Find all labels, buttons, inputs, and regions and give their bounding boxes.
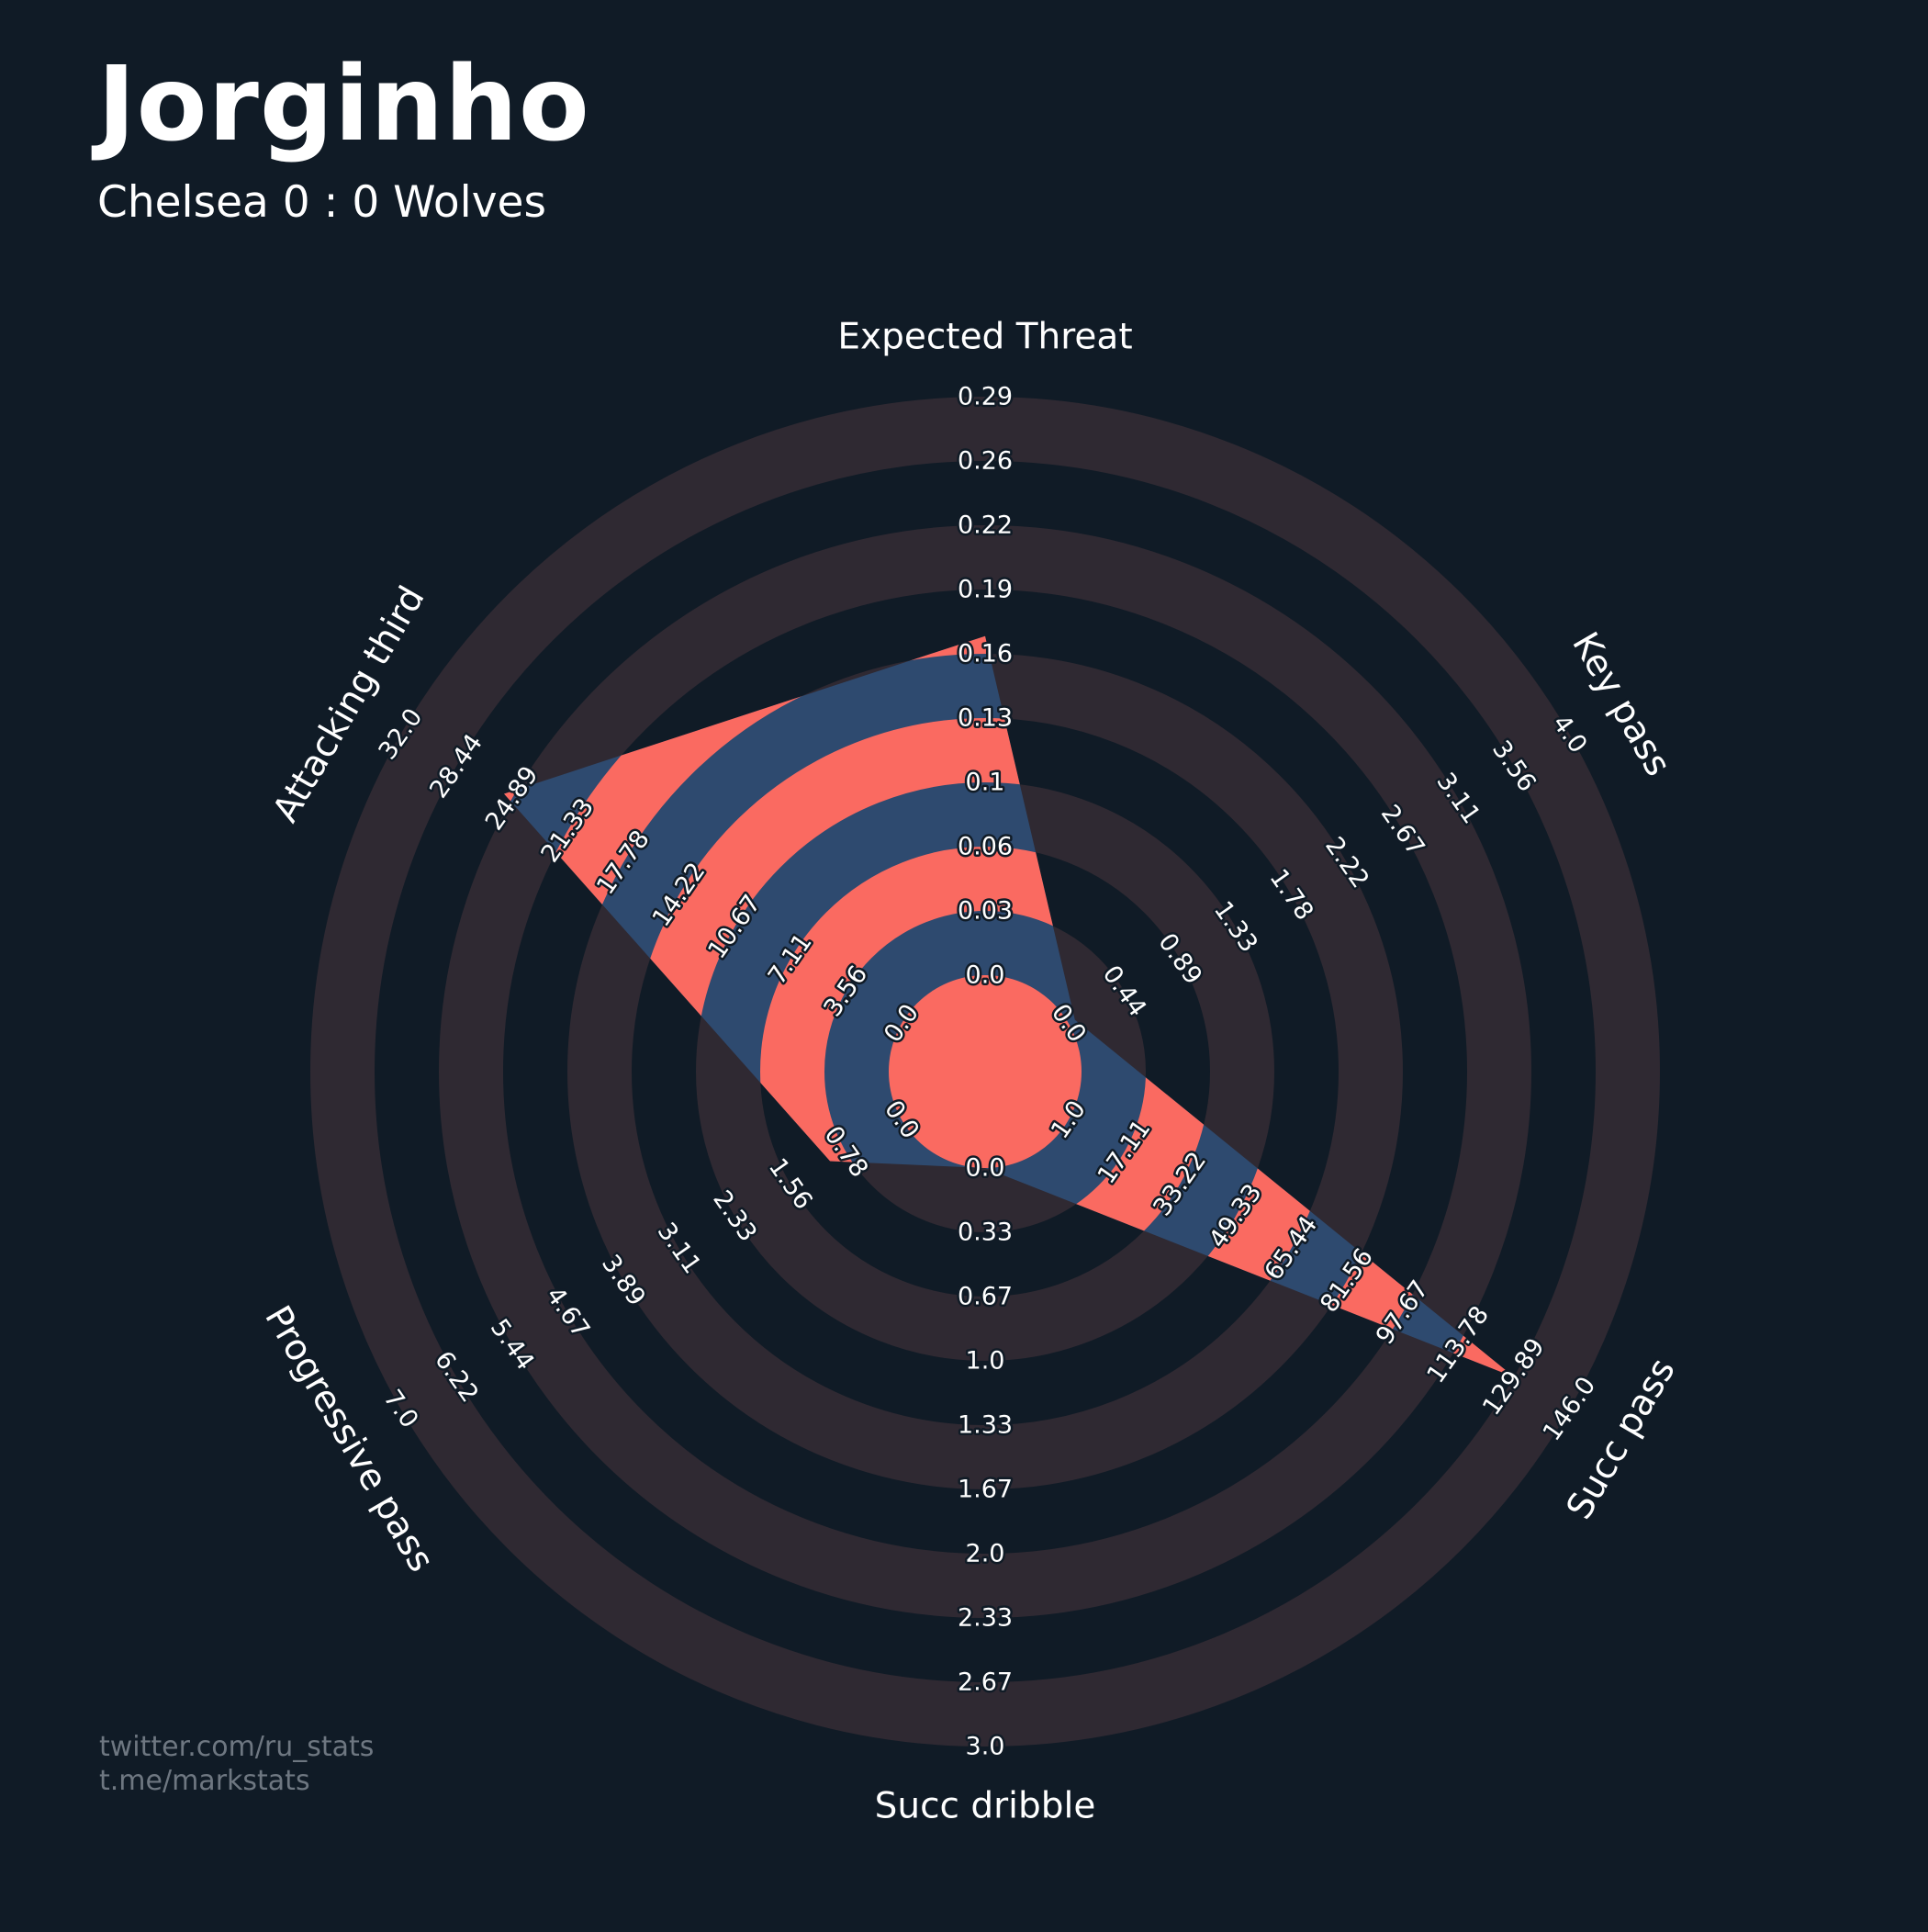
tick-label: 2.0 [966,1540,1005,1568]
axis-title: Succ dribble [875,1786,1096,1827]
tick-label: 0.22 [958,511,1013,540]
axis-expected-threat: 0.0 0.03 0.06 0.1 0.13 0.16 0.19 0.22 0.26 0.29 Ex… [835,314,1135,993]
tick-label: 3.0 [966,1733,1005,1761]
background-rings [310,397,1660,1747]
header: Jorginho Chelsea 0 : 0 Wolves [97,46,590,228]
tick-label: 1.33 [958,1411,1013,1440]
axis-title: Expected Threat [837,317,1132,358]
footer-telegram-link: t.me/markstats [99,1765,310,1797]
center-circle [889,975,1082,1168]
tick-label: 0.1 [966,769,1005,797]
tick-label: 2.67 [958,1668,1013,1697]
tick-label: 0.0 [966,1154,1005,1183]
page-title: Jorginho [97,45,590,164]
tick-label: 0.16 [958,640,1013,668]
tick-label: 0.0 [966,961,1005,990]
grid-ring [310,397,1660,1747]
tick-label: 0.26 [958,447,1013,476]
tick-label: 0.19 [958,576,1013,604]
tick-label: 0.13 [958,704,1013,733]
tick-label: 0.06 [958,833,1013,861]
footer: twitter.com/ru_stats t.me/markstats [99,1730,374,1798]
tick-label: 0.29 [958,383,1013,411]
tick-label: 1.67 [958,1476,1013,1504]
tick-label: 1.0 [966,1347,1005,1376]
axis-succ-dribble: 0.0 0.33 0.67 1.0 1.33 1.67 2.0 2.33 2.67 3.0 Succ… [872,1151,1099,1830]
tick-label: 0.03 [958,897,1013,926]
tick-label: 0.67 [958,1283,1013,1311]
footer-twitter-link: twitter.com/ru_stats [99,1731,375,1763]
grid-ring [439,525,1531,1618]
tick-label: 0.33 [958,1219,1013,1247]
match-score-subtitle: Chelsea 0 : 0 Wolves [97,176,546,228]
tick-label: 2.33 [958,1604,1013,1633]
